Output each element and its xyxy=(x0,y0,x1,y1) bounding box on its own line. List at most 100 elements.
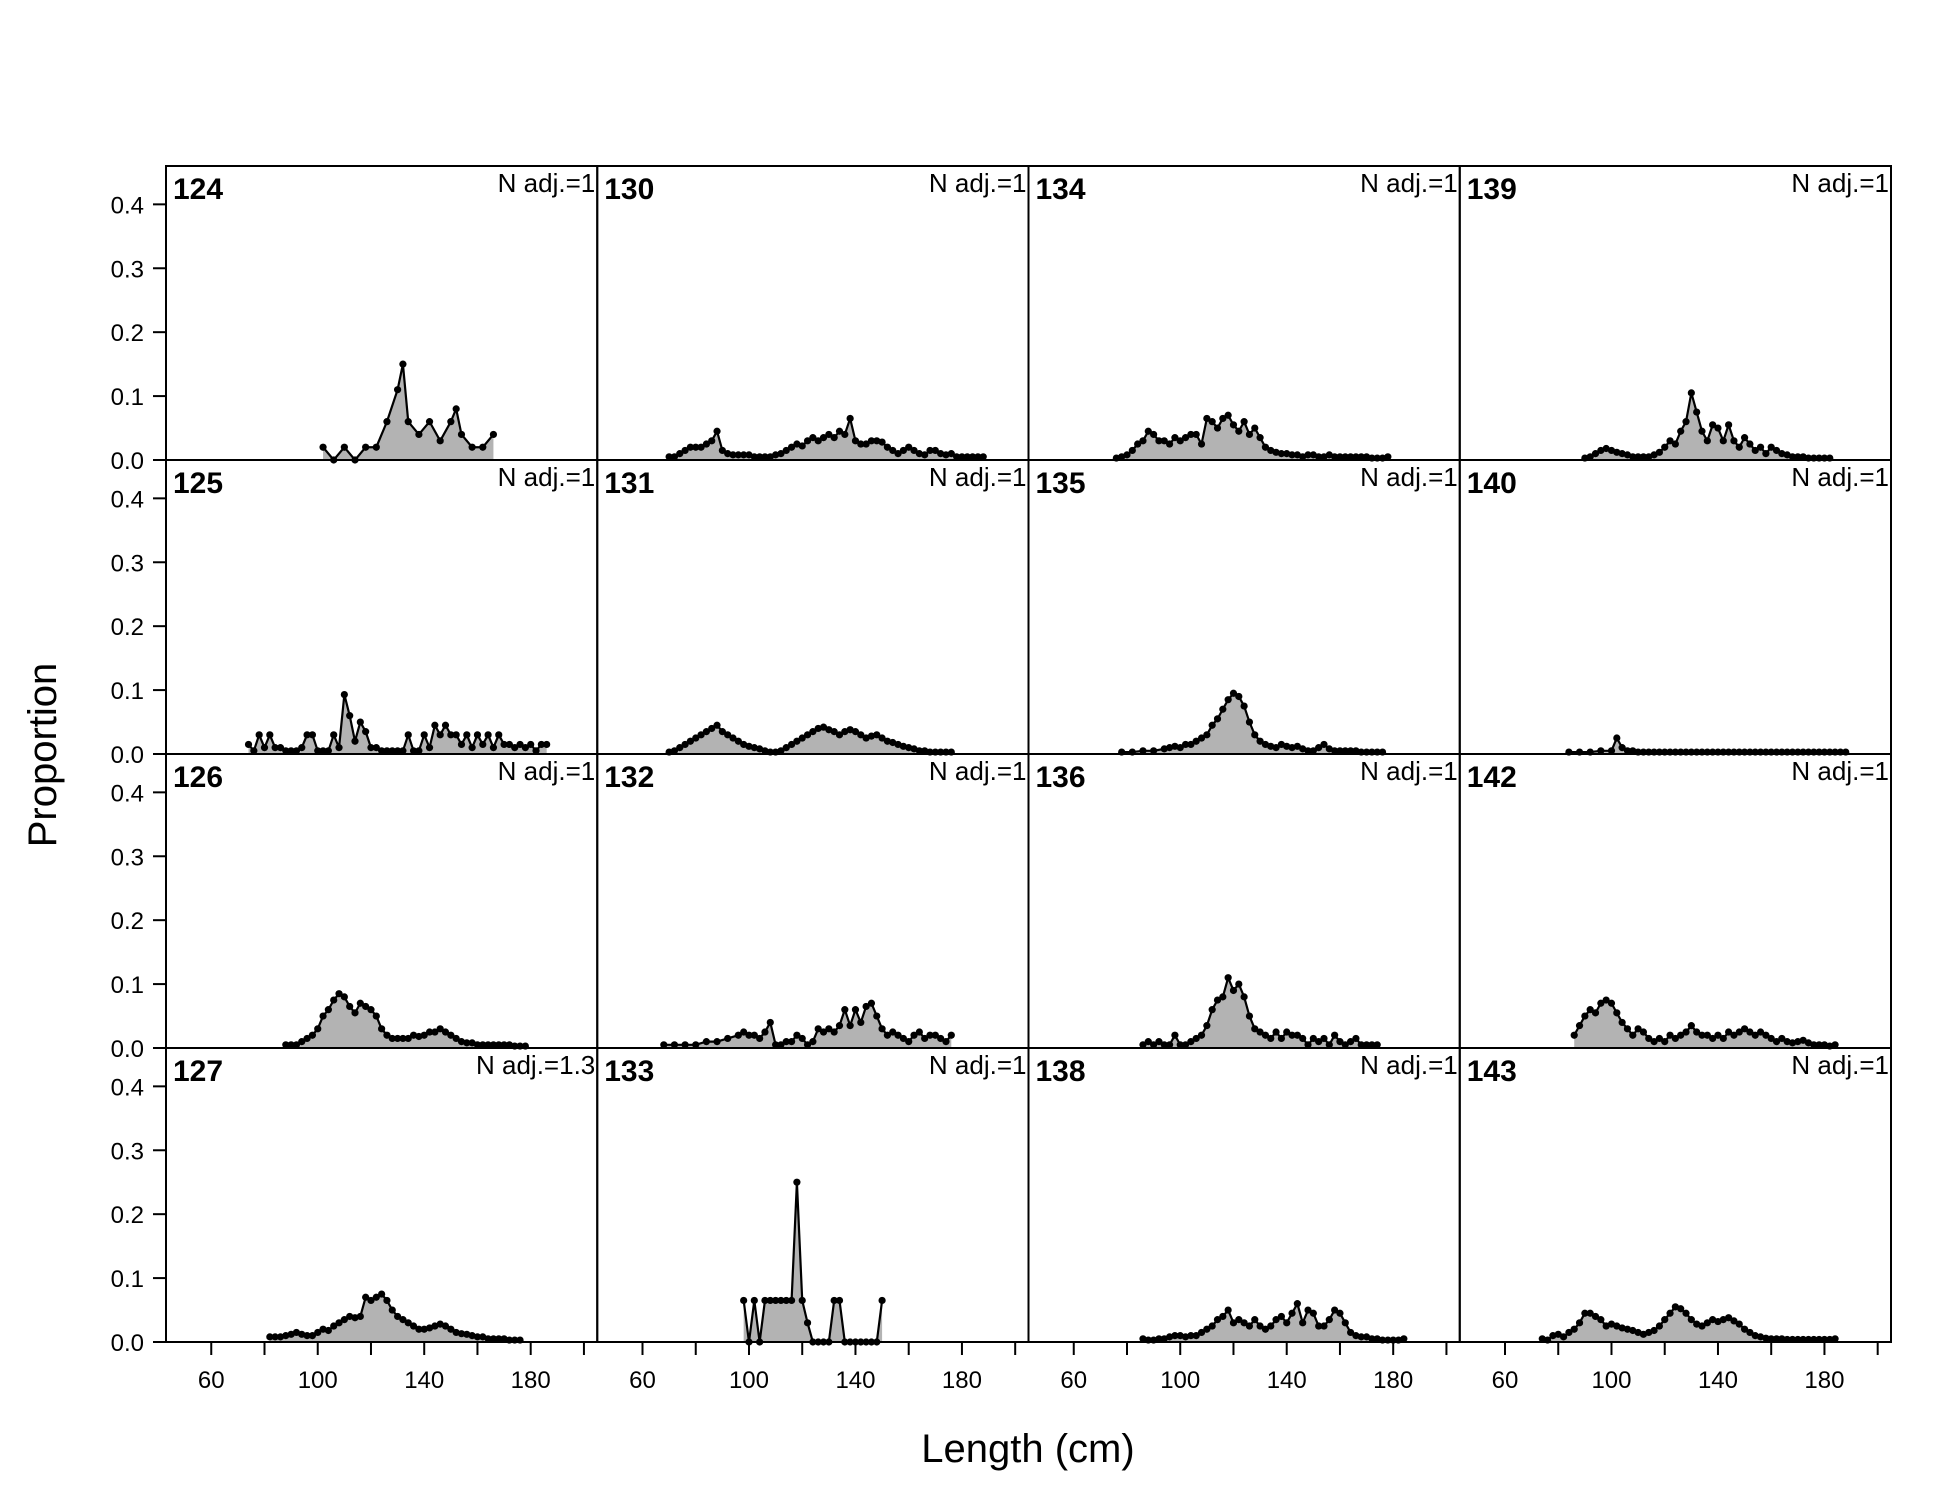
data-point xyxy=(1150,1041,1158,1049)
data-point xyxy=(1240,1319,1248,1327)
data-point xyxy=(452,731,460,739)
data-point xyxy=(1762,1334,1770,1342)
data-point xyxy=(1320,1034,1328,1043)
data-point xyxy=(1245,1322,1254,1330)
panel-frame xyxy=(1027,165,1461,461)
data-point xyxy=(351,1009,359,1017)
data-point xyxy=(1591,450,1600,458)
data-point xyxy=(1725,1028,1733,1036)
panel-frame xyxy=(1458,459,1892,755)
data-point xyxy=(314,1328,322,1337)
y-tick-label: 0.4 xyxy=(111,1074,144,1101)
data-point xyxy=(1235,980,1243,988)
data-point xyxy=(1165,1041,1174,1049)
data-point xyxy=(782,446,790,455)
data-point xyxy=(1756,443,1765,451)
panel-label: 124 xyxy=(173,173,223,206)
data-point xyxy=(926,446,934,455)
data-point xyxy=(1666,1309,1674,1317)
data-point xyxy=(367,1006,375,1014)
data-point xyxy=(372,744,380,752)
area-fill xyxy=(1121,693,1383,754)
x-tick-label: 140 xyxy=(835,1367,875,1394)
data-point xyxy=(346,712,354,720)
data-point xyxy=(1208,418,1216,426)
data-point xyxy=(782,744,790,752)
data-point xyxy=(878,1296,886,1305)
data-point xyxy=(921,1034,929,1043)
data-point xyxy=(830,434,838,442)
data-point xyxy=(1235,1316,1243,1324)
data-point xyxy=(1171,434,1179,442)
data-point xyxy=(404,1319,412,1327)
y-tick-label: 0.0 xyxy=(111,1036,144,1063)
data-point xyxy=(1181,740,1190,749)
data-point xyxy=(777,450,785,458)
data-point xyxy=(1192,430,1200,439)
y-tick-label: 0.2 xyxy=(111,320,144,347)
data-point xyxy=(1325,1041,1333,1049)
data-point xyxy=(1336,1038,1344,1046)
data-point xyxy=(809,728,817,736)
data-point xyxy=(686,443,695,451)
y-tick-label: 0.0 xyxy=(111,448,144,475)
data-point xyxy=(1368,1335,1376,1343)
data-point xyxy=(1677,1305,1685,1313)
data-point xyxy=(708,437,716,445)
data-point xyxy=(441,721,450,729)
data-point xyxy=(527,740,535,749)
nadj-label: N adj.=1 xyxy=(929,462,1027,492)
data-point xyxy=(362,1002,370,1011)
area-fill xyxy=(1574,1000,1836,1048)
nadj-label: N adj.=1 xyxy=(929,1050,1027,1080)
panel-label: 133 xyxy=(604,1055,654,1088)
x-tick-label: 180 xyxy=(511,1367,551,1394)
data-point xyxy=(734,1031,742,1039)
data-point xyxy=(857,1018,865,1027)
data-point xyxy=(330,996,338,1004)
data-point xyxy=(287,747,295,755)
data-point xyxy=(1160,1041,1168,1049)
data-point xyxy=(1623,747,1632,755)
data-point xyxy=(1767,443,1775,451)
data-point xyxy=(968,453,977,461)
data-point xyxy=(1213,1316,1222,1324)
data-point xyxy=(473,1333,482,1341)
data-point xyxy=(324,747,332,755)
data-point xyxy=(489,1041,498,1049)
y-tick-label: 0.1 xyxy=(111,384,144,411)
data-point xyxy=(1315,744,1323,752)
data-point xyxy=(479,740,487,749)
x-tick-label: 60 xyxy=(198,1367,225,1394)
data-point xyxy=(1144,427,1152,435)
data-point xyxy=(1261,1031,1270,1039)
data-point xyxy=(910,446,918,455)
data-point xyxy=(1730,1031,1738,1039)
data-point xyxy=(425,1028,434,1036)
data-point xyxy=(1778,1034,1786,1043)
data-point xyxy=(1320,740,1328,749)
data-point xyxy=(1597,747,1605,755)
data-point xyxy=(1293,742,1301,750)
data-point xyxy=(1256,1322,1264,1330)
data-point xyxy=(393,1312,402,1321)
data-point xyxy=(835,427,844,435)
x-tick-label: 180 xyxy=(1804,1367,1844,1394)
data-point xyxy=(1155,437,1163,445)
y-tick-label: 0.1 xyxy=(111,1266,144,1293)
data-point xyxy=(425,744,434,752)
data-point xyxy=(1347,1038,1355,1046)
data-point xyxy=(1176,1041,1184,1049)
data-point xyxy=(1709,1034,1717,1043)
data-point xyxy=(420,731,428,739)
data-point xyxy=(1756,1028,1765,1036)
data-point xyxy=(841,430,849,439)
data-point xyxy=(303,1034,311,1043)
data-point xyxy=(1661,1316,1669,1324)
panel-143: 143 N adj.=1 xyxy=(1458,1047,1892,1344)
data-point xyxy=(1293,1031,1301,1039)
panel-frame xyxy=(1458,165,1892,461)
nadj-label: N adj.=1 xyxy=(1360,756,1458,786)
data-point xyxy=(287,1041,295,1049)
data-point xyxy=(905,443,913,451)
